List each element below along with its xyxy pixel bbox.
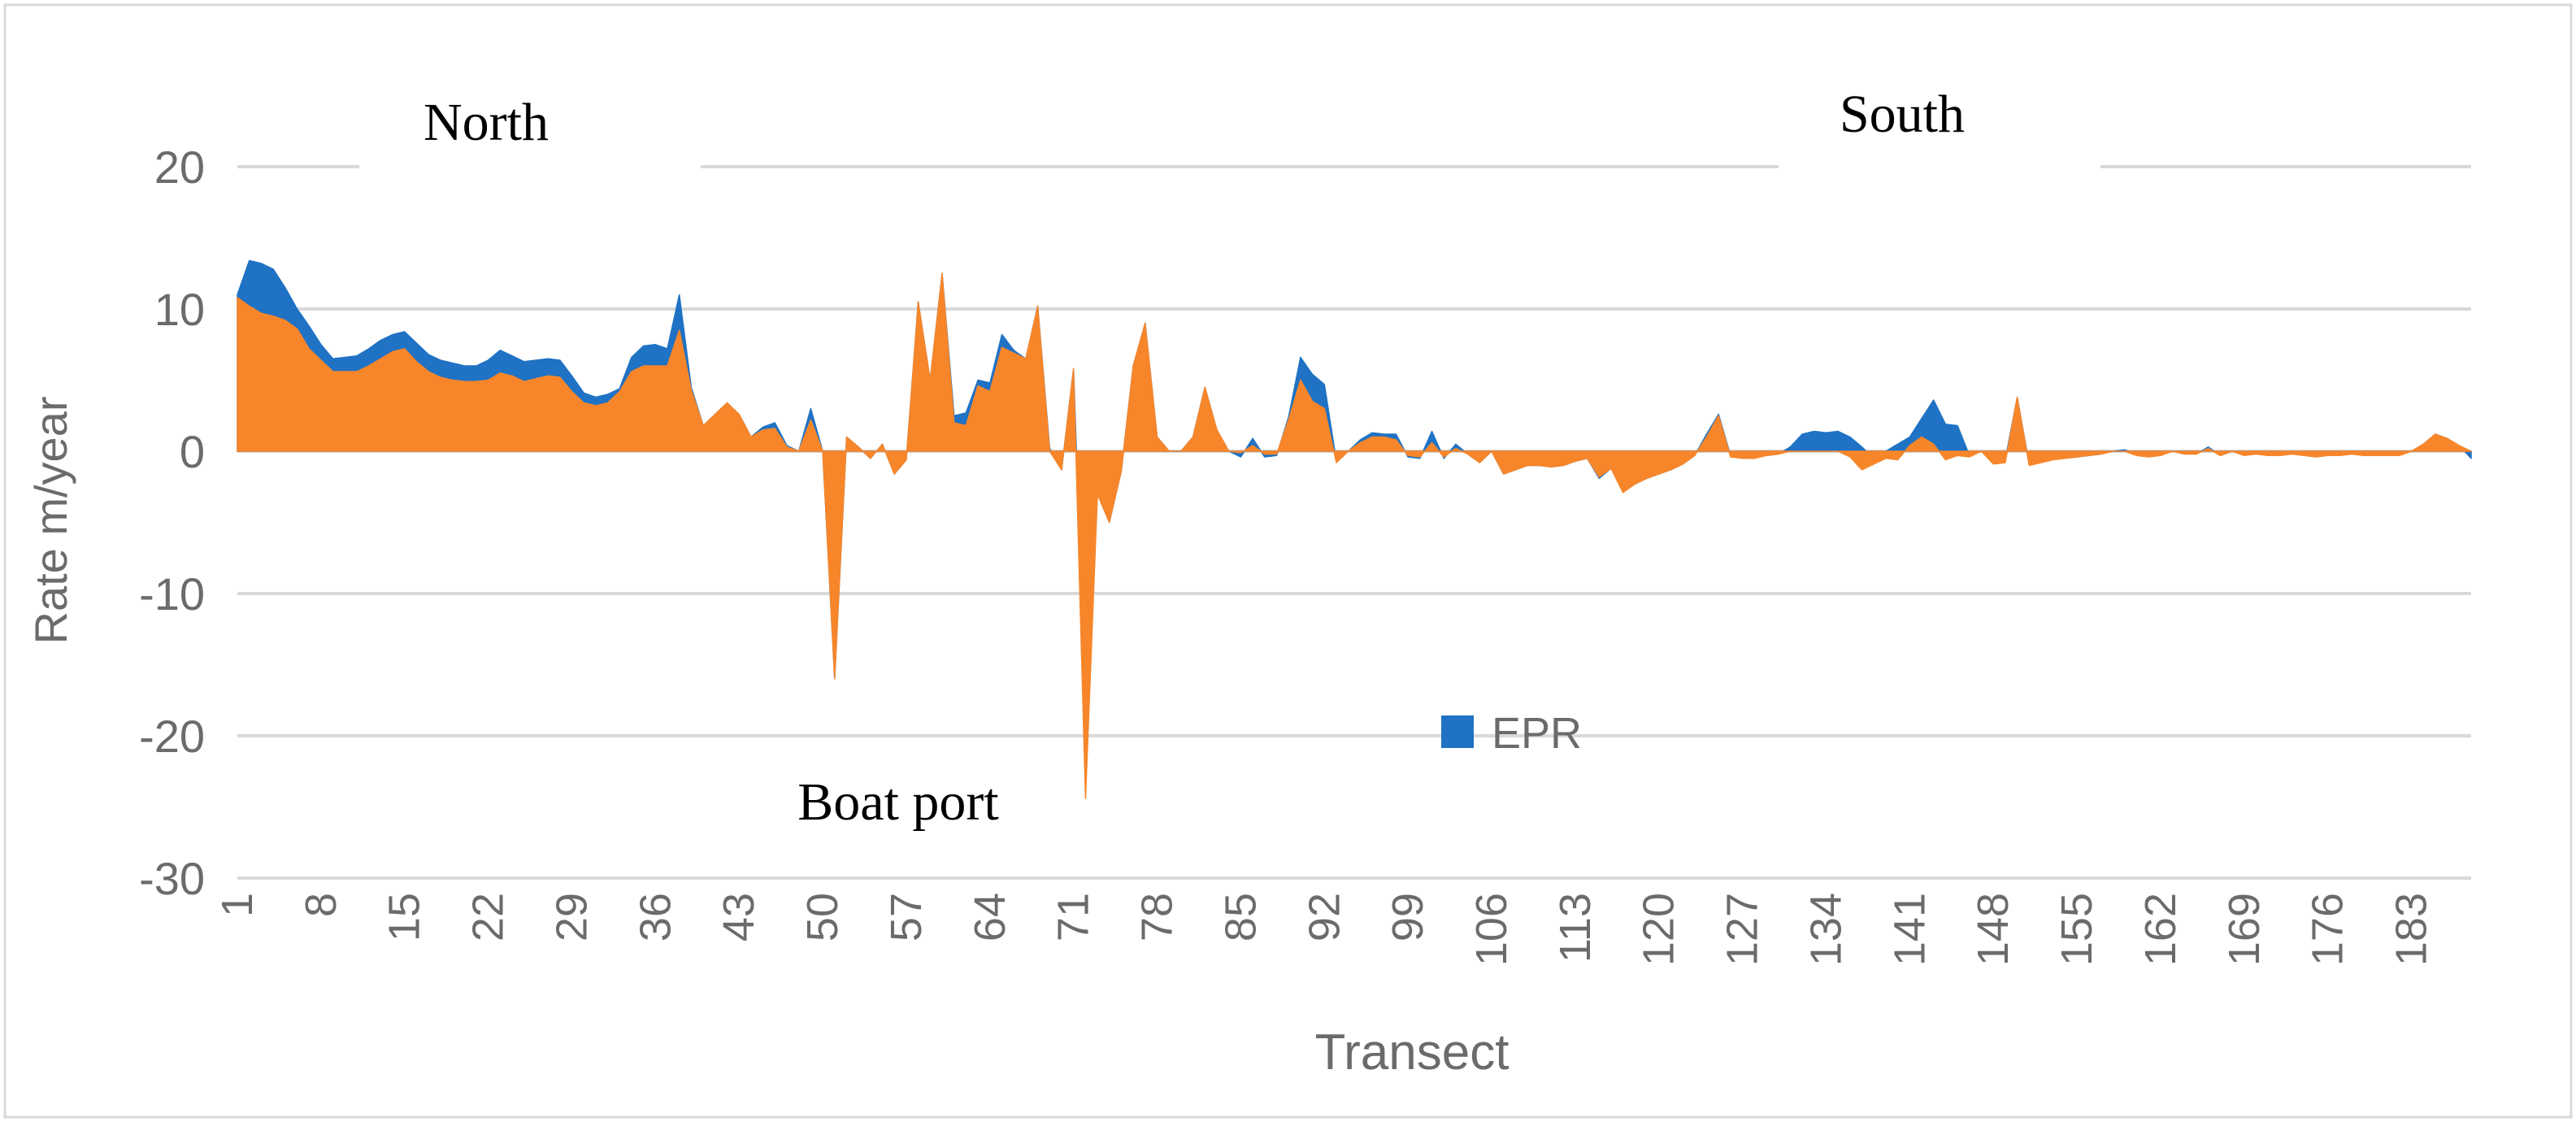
- x-tick-label: 92: [1300, 893, 1349, 942]
- x-tick-label: 22: [464, 893, 513, 942]
- y-tick-label: 10: [154, 284, 205, 335]
- x-tick-label: 113: [1551, 893, 1600, 963]
- annotations: North South Boat port: [359, 83, 2100, 832]
- legend-label-epr: EPR: [1492, 709, 1582, 758]
- y-tick-label: 20: [154, 141, 205, 193]
- annotation-north-backdrop: [359, 98, 701, 179]
- x-tick-label: 169: [2220, 893, 2269, 966]
- x-tick-label: 1: [213, 893, 262, 917]
- x-tick-label: 43: [715, 893, 763, 942]
- y-tick-label: 0: [180, 426, 205, 477]
- x-tick-label: 162: [2136, 893, 2185, 966]
- x-tick-label: 183: [2387, 893, 2436, 966]
- x-tick-label: 155: [2053, 893, 2101, 966]
- x-tick-label: 148: [1969, 893, 2018, 966]
- legend: EPR: [1441, 709, 1582, 758]
- x-tick-label: 106: [1467, 893, 1516, 966]
- plot-areas: [237, 259, 2472, 799]
- x-tick-label: 127: [1718, 893, 1767, 966]
- x-tick-label: 78: [1133, 893, 1182, 942]
- y-tick-label: -20: [139, 711, 205, 762]
- annotation-south: South: [1840, 85, 1965, 144]
- x-tick-label: 36: [631, 893, 680, 942]
- x-tick-label: 141: [1885, 893, 1934, 966]
- x-tick-label: 176: [2304, 893, 2352, 966]
- second-series-area: [237, 272, 2472, 799]
- x-tick-label: 134: [1801, 893, 1850, 966]
- annotation-south-backdrop: [1779, 83, 2100, 172]
- x-tick-label: 64: [966, 893, 1014, 942]
- legend-swatch-epr: [1441, 715, 1474, 748]
- x-tick-label: 15: [380, 893, 429, 942]
- y-axis-tick-labels: 20 10 0 -10 -20 -30: [139, 141, 205, 904]
- annotation-north: North: [424, 93, 549, 152]
- x-tick-label: 29: [547, 893, 596, 942]
- y-axis-title: Rate m/year: [25, 397, 76, 645]
- y-tick-label: -10: [139, 568, 205, 620]
- y-tick-label: -30: [139, 853, 205, 904]
- x-tick-label: 85: [1216, 893, 1265, 942]
- x-tick-label: 57: [882, 893, 931, 942]
- x-tick-label: 50: [798, 893, 847, 942]
- x-tick-label: 99: [1384, 893, 1432, 942]
- x-axis-title: Transect: [1315, 1024, 1510, 1081]
- x-tick-label: 120: [1635, 893, 1683, 966]
- annotation-boat-port: Boat port: [797, 772, 998, 832]
- x-tick-label: 8: [297, 893, 345, 917]
- chart-frame: [3, 3, 2573, 1119]
- x-axis-tick-labels: 1 8 15 22 29 36 43 50 57 64 71 78 85 92 99 106 113 120 127…: [213, 893, 2436, 966]
- x-tick-label: 71: [1049, 893, 1098, 942]
